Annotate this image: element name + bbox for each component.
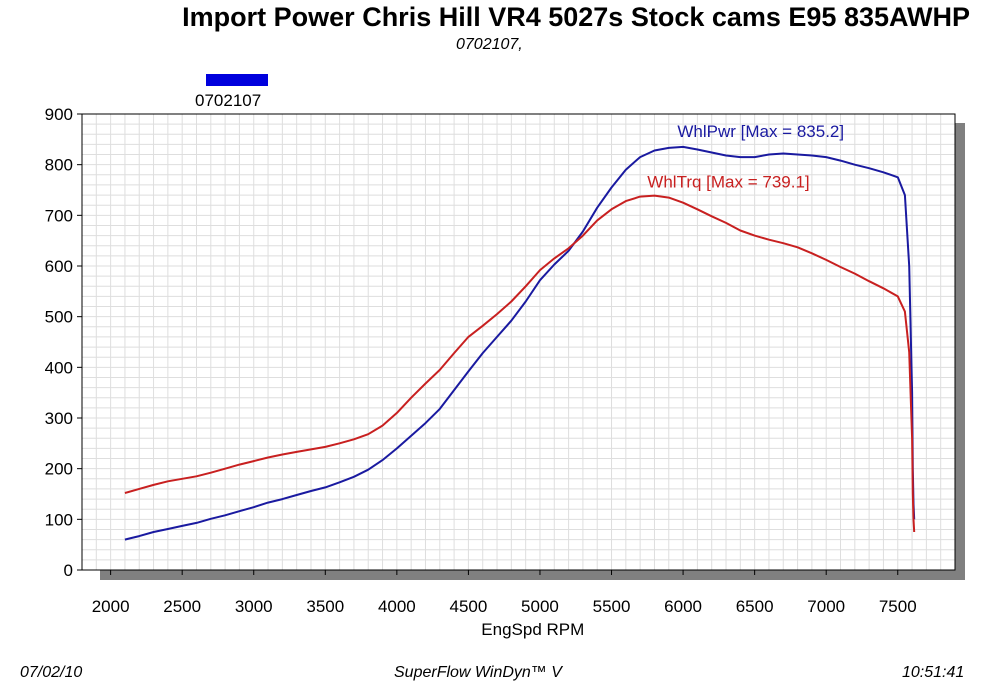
legend-label: 0702107 — [195, 91, 262, 110]
x-tick-label: 3000 — [235, 597, 273, 616]
shadow-right — [955, 123, 965, 580]
y-tick-label: 900 — [45, 105, 73, 124]
y-tick-label: 400 — [45, 358, 73, 377]
x-tick-label: 7000 — [807, 597, 845, 616]
x-tick-label: 5000 — [521, 597, 559, 616]
plot-frame — [81, 113, 956, 571]
plot-series — [124, 145, 916, 541]
x-tick-label: 2500 — [163, 597, 201, 616]
series-annotation-whlpwr: WhlPwr [Max = 835.2] — [677, 122, 844, 141]
series-line-whlpwr — [124, 145, 916, 541]
plot-shadow — [82, 114, 965, 580]
y-tick-label: 700 — [45, 206, 73, 225]
series-annotation-whltrq: WhlTrq [Max = 739.1] — [647, 172, 809, 191]
x-axis-label: EngSpd RPM — [481, 620, 584, 639]
series-line-whltrq — [124, 194, 916, 533]
x-tick-label: 4000 — [378, 597, 416, 616]
plot-background — [82, 114, 955, 570]
x-tick-label: 2000 — [92, 597, 130, 616]
footer-software: SuperFlow WinDyn™ V — [394, 664, 562, 681]
plot-labels: 2000 2500 3000 3500 4000 4500 5000 5500 6000 6500… — [45, 105, 917, 639]
footer-date: 07/02/10 — [20, 664, 83, 681]
plot-axes — [77, 113, 956, 575]
x-tick-label: 3500 — [306, 597, 344, 616]
x-tick-label: 6500 — [736, 597, 774, 616]
y-tick-label: 300 — [45, 409, 73, 428]
y-tick-label: 800 — [45, 156, 73, 175]
x-tick-label: 4500 — [449, 597, 487, 616]
x-tick-label: 7500 — [879, 597, 917, 616]
chart-title: Import Power Chris Hill VR4 5027s Stock … — [182, 2, 970, 32]
legend-swatch — [206, 74, 268, 86]
y-tick-label: 200 — [45, 460, 73, 479]
shadow-bottom — [100, 570, 965, 580]
footer-time: 10:51:41 — [902, 664, 965, 681]
chart-subtitle: 0702107, — [456, 36, 523, 53]
y-tick-label: 0 — [64, 561, 73, 580]
x-tick-label: 5500 — [593, 597, 631, 616]
x-tick-label: 6000 — [664, 597, 702, 616]
y-tick-label: 100 — [45, 510, 73, 529]
y-tick-label: 500 — [45, 308, 73, 327]
y-tick-label: 600 — [45, 257, 73, 276]
